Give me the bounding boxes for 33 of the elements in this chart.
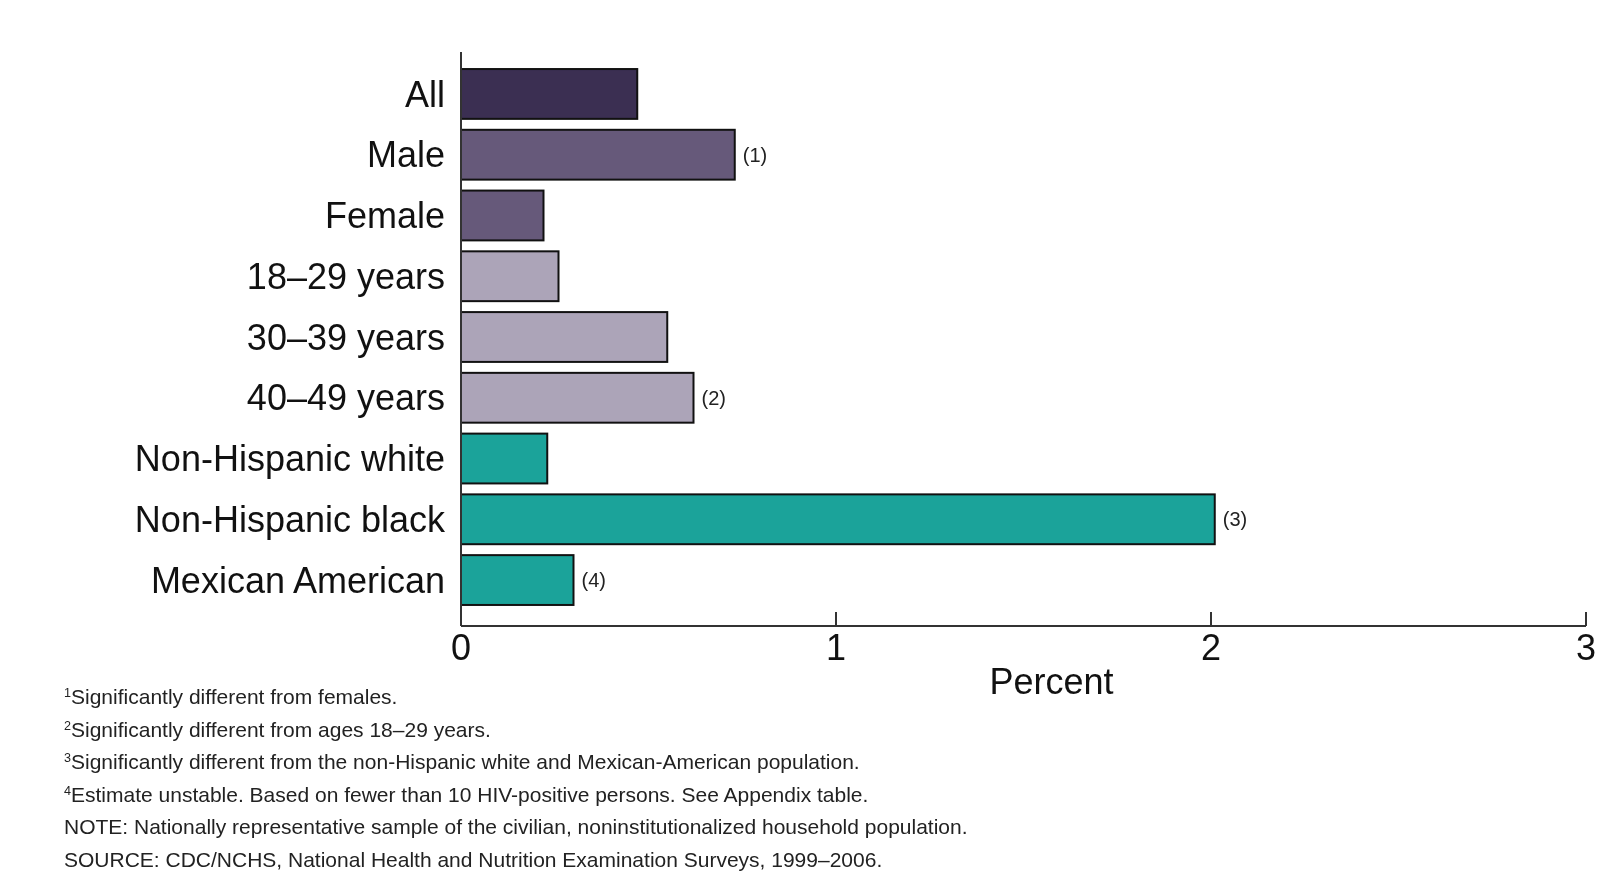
- bar: [460, 554, 575, 606]
- y-tick-label: 18–29 years: [246, 255, 445, 297]
- source-note: SOURCE: CDC/NCHS, National Health and Nutrition Examination Surveys, 1999–2006.: [64, 847, 883, 871]
- x-axis-title: Percent: [989, 661, 1114, 702]
- x-tick-label: 1: [825, 627, 847, 668]
- bar: [460, 250, 560, 303]
- bar: [460, 432, 549, 485]
- text: $^{2}$Significantly different from ages 18–29 years.: [64, 717, 491, 741]
- annotation: (2): [701, 386, 726, 409]
- text: NOTE: Nationally representative sample of the civilian, noninstitutionalized household population.: [64, 815, 968, 838]
- x-tick-label: 3: [1575, 627, 1597, 668]
- bar: [460, 371, 695, 424]
- y-tick-label: All: [404, 73, 445, 115]
- y-tick-label: Mexican American: [150, 559, 445, 601]
- y-tick-label: 40–49 years: [246, 377, 445, 419]
- bar: [460, 493, 1216, 546]
- bar: [460, 128, 736, 181]
- annotation: (1): [742, 143, 768, 166]
- x-tick-label: 0: [450, 627, 472, 668]
- text: $^{1}$Significantly different from females.: [64, 685, 398, 708]
- bar: [460, 311, 669, 363]
- text: $^{3}$Significantly different from the non-Hispanic white and Mexican-American population.: [64, 750, 860, 773]
- y-tick-label: Non-Hispanic black: [134, 498, 446, 540]
- annotation: (3): [1222, 508, 1248, 531]
- x-tick-label: 2: [1200, 627, 1222, 668]
- text: $^{4}$Estimate unstable. Based on fewer than 10 HIV-positive persons. See Appendix table.: [64, 782, 869, 806]
- y-tick-label: Non-Hispanic white: [134, 438, 445, 480]
- y-tick-label: 30–39 years: [246, 316, 445, 358]
- bar: [460, 189, 545, 242]
- annotation: (4): [581, 569, 606, 592]
- y-tick-label: Male: [366, 134, 445, 176]
- y-tick-label: Female: [324, 195, 445, 237]
- bar: [460, 68, 639, 120]
